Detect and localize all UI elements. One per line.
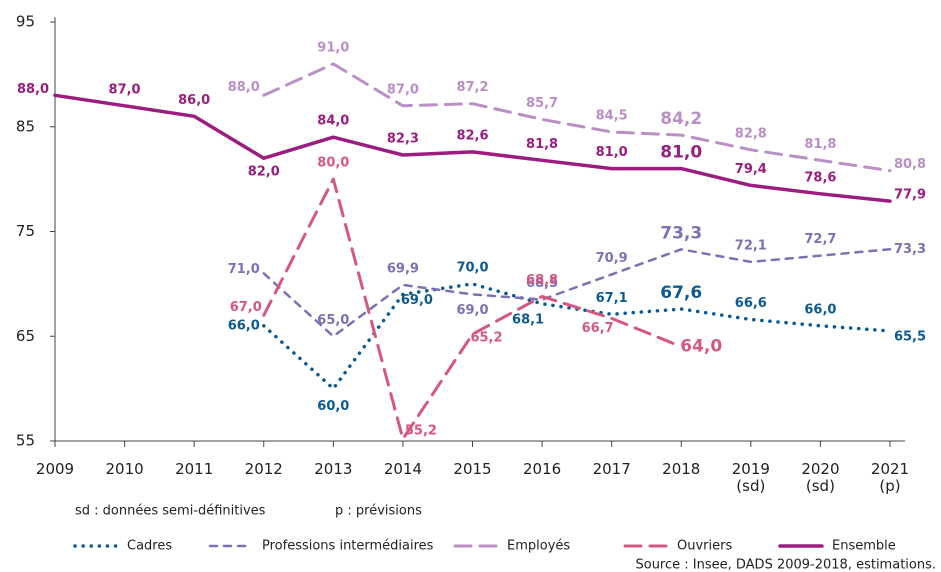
data-label: 84,0	[317, 114, 349, 129]
y-tick-label: 95	[16, 13, 35, 31]
data-label: 87,2	[456, 80, 488, 95]
x-tick-label: 2016	[522, 460, 562, 478]
x-tick-label: 2014	[383, 460, 422, 478]
data-label: 55,2	[405, 423, 437, 438]
x-tick-label: 2020 (sd)	[801, 460, 840, 495]
data-label: 66,7	[582, 321, 614, 336]
series-line	[262, 248, 892, 338]
data-label: 67,1	[596, 291, 628, 306]
y-tick-label: 85	[16, 117, 35, 135]
data-label: 82,0	[248, 165, 280, 180]
data-label: 91,0	[317, 40, 349, 55]
data-label: 68,8	[526, 273, 558, 288]
y-tick-label: 65	[16, 327, 35, 345]
data-label: 68,1	[512, 312, 544, 327]
data-label: 64,0	[680, 337, 722, 357]
x-tick-label: 2012	[244, 460, 283, 478]
data-label: 66,6	[735, 296, 767, 311]
x-tick-label: 2010	[105, 460, 144, 478]
data-label: 67,6	[660, 283, 702, 303]
data-label: 67,0	[230, 300, 262, 315]
data-label: 72,1	[735, 238, 767, 253]
y-tick-label: 55	[16, 432, 35, 450]
data-label: 78,6	[804, 170, 836, 185]
series-line	[53, 93, 892, 203]
data-label: 69,0	[456, 303, 488, 318]
series-line	[262, 177, 683, 441]
y-tick-label: 75	[16, 222, 35, 240]
source: Source : Insee, DADS 2009-2018, estimati…	[635, 558, 936, 572]
x-tick-label: 2017	[592, 460, 631, 478]
data-label: 77,9	[894, 188, 926, 203]
note: p : prévisions	[335, 504, 422, 519]
data-label: 79,4	[735, 162, 767, 177]
legend-label: Ouvriers	[677, 539, 732, 554]
data-label: 84,2	[660, 109, 702, 129]
data-label: 81,0	[660, 143, 702, 163]
series-line	[262, 282, 892, 391]
legend-label: Employés	[507, 539, 570, 554]
legend-label: Ensemble	[832, 539, 896, 554]
data-label: 82,6	[456, 128, 488, 143]
data-label: 73,3	[660, 223, 702, 243]
data-label: 66,0	[804, 302, 836, 317]
data-label: 87,0	[387, 82, 419, 97]
x-tick-label: 2011	[175, 460, 214, 478]
x-tick-label: 2009	[35, 460, 75, 478]
data-label: 60,0	[317, 399, 349, 414]
data-label: 87,0	[109, 82, 141, 97]
data-label: 69,9	[387, 261, 419, 276]
series-line	[262, 62, 892, 173]
data-label: 72,7	[804, 232, 836, 247]
data-label: 71,0	[228, 262, 260, 277]
data-label: 81,0	[596, 145, 628, 160]
data-label: 70,9	[596, 251, 628, 266]
data-label: 84,5	[596, 108, 628, 123]
x-tick-label: 2013	[314, 460, 353, 478]
data-label: 66,0	[228, 318, 260, 333]
data-label: 80,0	[317, 156, 349, 171]
data-label: 65,5	[894, 330, 926, 345]
x-tick-label: 2018	[662, 460, 701, 478]
legend-label: Professions intermédiaires	[262, 539, 434, 554]
data-label: 88,0	[228, 80, 260, 95]
data-label: 81,8	[804, 137, 836, 152]
data-label: 80,8	[894, 157, 926, 172]
data-label: 81,8	[526, 137, 558, 152]
x-tick-label: 2019 (sd)	[731, 460, 770, 495]
data-label: 88,0	[17, 82, 49, 97]
x-tick-label: 2015	[453, 460, 492, 478]
data-label: 68,5	[526, 276, 558, 291]
data-label: 69,0	[401, 293, 433, 308]
data-label: 82,8	[735, 126, 767, 141]
data-label: 85,7	[526, 96, 558, 111]
legend-label: Cadres	[127, 539, 172, 554]
data-label: 70,0	[456, 260, 488, 275]
note: sd : données semi-définitives	[75, 504, 266, 519]
data-label: 65,2	[470, 331, 502, 346]
x-tick-label: 2021 (p)	[870, 460, 910, 495]
data-label: 73,3	[894, 242, 926, 257]
data-label: 65,0	[317, 313, 349, 328]
data-label: 86,0	[178, 93, 210, 108]
data-label: 82,3	[387, 132, 419, 147]
